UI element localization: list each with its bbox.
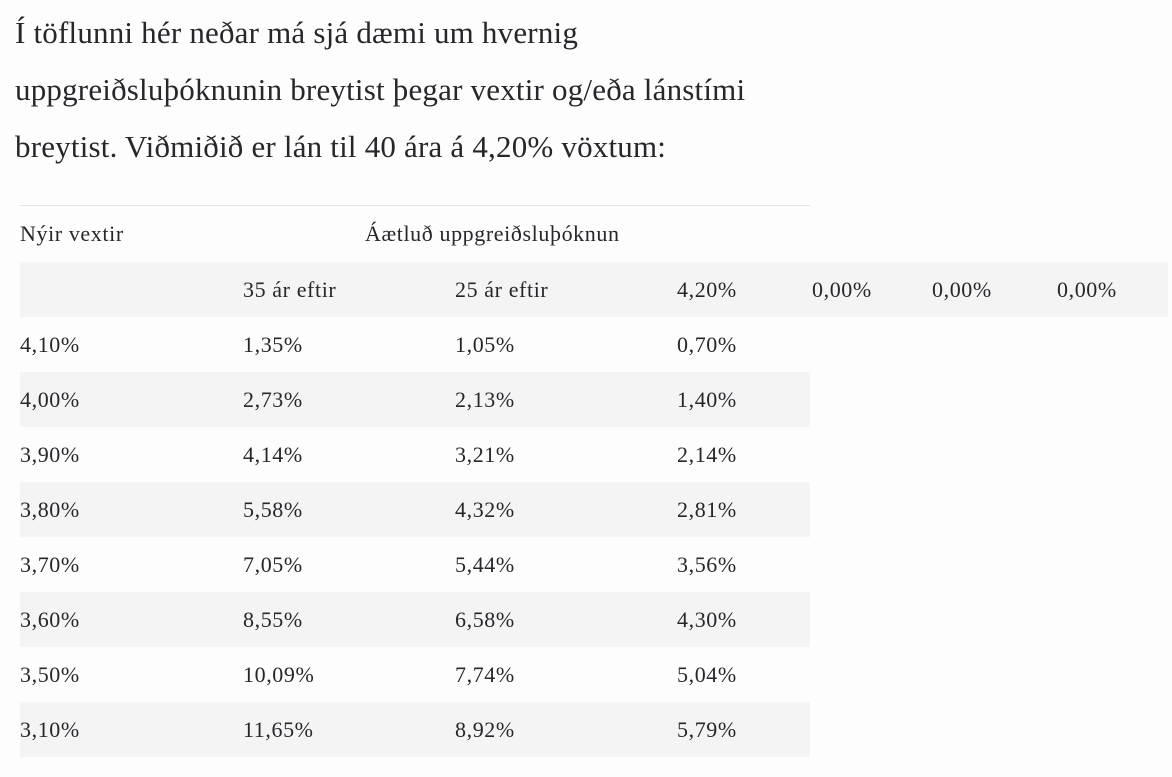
table-subheader-row: 35 ár eftir 25 ár eftir 4,20% 0,00% 0,00… <box>20 262 1168 317</box>
intro-line-2: uppgreiðsluþóknunin breytist þegar vexti… <box>15 72 746 107</box>
cell-fee-35yr: 8,55% <box>243 607 303 632</box>
cell-new-rate: 4,00% <box>20 387 80 412</box>
subheader-cell-25-years: 25 ár eftir <box>455 277 549 302</box>
subheader-cell-rate: 4,20% <box>677 277 737 302</box>
cell-fee-ref: 0,70% <box>677 332 737 357</box>
cell-fee-25yr: 4,32% <box>455 497 515 522</box>
cell-fee-35yr: 4,14% <box>243 442 303 467</box>
cell-fee-ref: 4,30% <box>677 607 737 632</box>
cell-fee-35yr: 10,09% <box>243 662 315 687</box>
header-new-interest: Nýir vextir <box>20 221 124 246</box>
cell-new-rate: 3,10% <box>20 717 80 742</box>
cell-new-rate: 3,90% <box>20 442 80 467</box>
intro-line-3: breytist. Viðmiðið er lán til 40 ára á 4… <box>15 129 667 164</box>
prepayment-fee-table: Nýir vextir Áætluð uppgreiðsluþóknun 35 … <box>20 205 1168 757</box>
cell-fee-ref: 5,79% <box>677 717 737 742</box>
header-estimated-fee: Áætluð uppgreiðsluþóknun <box>365 221 620 246</box>
cell-fee-ref: 5,04% <box>677 662 737 687</box>
cell-new-rate: 3,50% <box>20 662 80 687</box>
subheader-cell-35-years: 35 ár eftir <box>243 277 337 302</box>
cell-new-rate: 3,80% <box>20 497 80 522</box>
cell-new-rate: 3,60% <box>20 607 80 632</box>
cell-fee-35yr: 7,05% <box>243 552 303 577</box>
cell-fee-25yr: 7,74% <box>455 662 515 687</box>
cell-fee-25yr: 1,05% <box>455 332 515 357</box>
intro-line-1: Í töflunni hér neðar má sjá dæmi um hver… <box>15 15 579 50</box>
subheader-cell-zero-1: 0,00% <box>812 277 872 302</box>
table-row: 3,10% 11,65% 8,92% 5,79% <box>20 702 1168 757</box>
cell-fee-35yr: 11,65% <box>243 717 314 742</box>
cell-fee-ref: 2,14% <box>677 442 737 467</box>
cell-fee-ref: 1,40% <box>677 387 737 412</box>
cell-fee-35yr: 1,35% <box>243 332 303 357</box>
cell-fee-35yr: 2,73% <box>243 387 303 412</box>
cell-new-rate: 3,70% <box>20 552 80 577</box>
table-row: 3,80% 5,58% 4,32% 2,81% <box>20 482 1168 537</box>
cell-fee-35yr: 5,58% <box>243 497 303 522</box>
cell-fee-25yr: 5,44% <box>455 552 515 577</box>
subheader-cell-zero-3: 0,00% <box>1057 277 1117 302</box>
table-row: 3,60% 8,55% 6,58% 4,30% <box>20 592 1168 647</box>
table-top-rule <box>20 205 810 206</box>
intro-paragraph: Í töflunni hér neðar má sjá dæmi um hver… <box>0 0 1172 175</box>
cell-fee-ref: 2,81% <box>677 497 737 522</box>
table-row: 3,70% 7,05% 5,44% 3,56% <box>20 537 1168 592</box>
cell-fee-25yr: 6,58% <box>455 607 515 632</box>
cell-new-rate: 4,10% <box>20 332 80 357</box>
cell-fee-25yr: 3,21% <box>455 442 515 467</box>
table-row: 4,00% 2,73% 2,13% 1,40% <box>20 372 1168 427</box>
cell-fee-ref: 3,56% <box>677 552 737 577</box>
table-row: 3,90% 4,14% 3,21% 2,14% <box>20 427 1168 482</box>
table-row: 3,50% 10,09% 7,74% 5,04% <box>20 647 1168 702</box>
table-header-row: Nýir vextir Áætluð uppgreiðsluþóknun <box>20 206 1168 262</box>
cell-fee-25yr: 2,13% <box>455 387 515 412</box>
cell-fee-25yr: 8,92% <box>455 717 515 742</box>
table-row: 4,10% 1,35% 1,05% 0,70% <box>20 317 1168 372</box>
subheader-cell-zero-2: 0,00% <box>932 277 992 302</box>
